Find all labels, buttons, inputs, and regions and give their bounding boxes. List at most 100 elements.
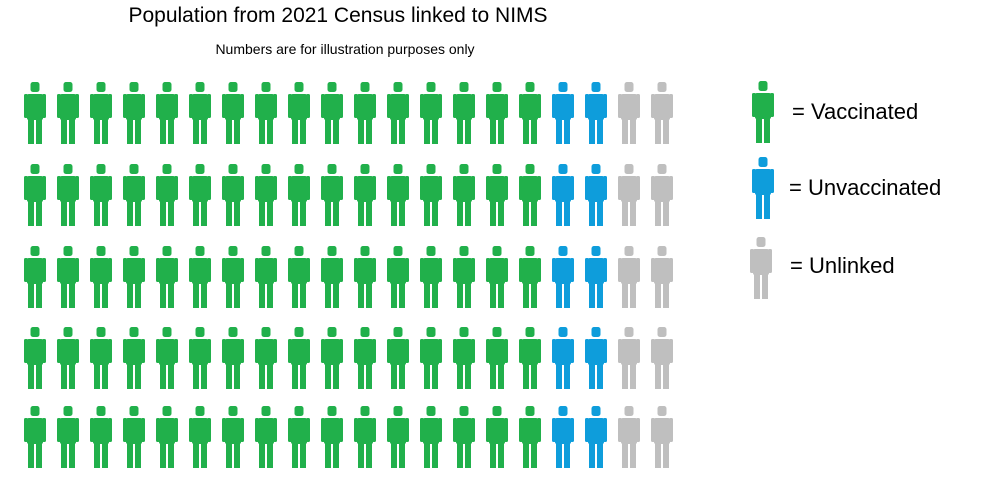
- person-icon-vaccinated: [90, 246, 112, 308]
- person-icon-vaccinated: [90, 406, 112, 468]
- legend-item-unlinked: = Unlinked: [750, 237, 895, 299]
- person-icon-vaccinated: [420, 327, 442, 389]
- person-icon-vaccinated: [321, 327, 343, 389]
- person-icon-vaccinated: [123, 327, 145, 389]
- person-icon-unvaccinated: [552, 327, 574, 389]
- person-icon-unvaccinated: [552, 406, 574, 468]
- person-icon-vaccinated: [156, 82, 178, 144]
- person-icon-vaccinated: [24, 406, 46, 468]
- person-icon-vaccinated: [189, 406, 211, 468]
- chart-subtitle: Numbers are for illustration purposes on…: [215, 41, 475, 57]
- person-icon-vaccinated: [90, 164, 112, 226]
- person-icon-vaccinated: [255, 327, 277, 389]
- person-icon-vaccinated: [354, 246, 376, 308]
- person-icon-unlinked: [618, 327, 640, 389]
- person-icon-vaccinated: [123, 82, 145, 144]
- person-icon-vaccinated: [519, 406, 541, 468]
- person-icon-unvaccinated: [585, 164, 607, 226]
- person-icon-vaccinated: [321, 406, 343, 468]
- person-icon-vaccinated: [57, 164, 79, 226]
- person-icon-vaccinated: [387, 82, 409, 144]
- person-icon-vaccinated: [519, 82, 541, 144]
- person-icon-vaccinated: [24, 82, 46, 144]
- person-icon-vaccinated: [123, 246, 145, 308]
- chart-title: Population from 2021 Census linked to NI…: [128, 4, 548, 27]
- legend: = Vaccinated = Unvaccinated = Unlinked: [750, 81, 941, 299]
- person-icon-vaccinated: [156, 164, 178, 226]
- person-icon-vaccinated: [57, 246, 79, 308]
- person-icon-vaccinated: [255, 164, 277, 226]
- person-icon-vaccinated: [90, 82, 112, 144]
- person-icon-vaccinated: [222, 246, 244, 308]
- person-icon-vaccinated: [156, 327, 178, 389]
- person-icon-vaccinated: [453, 82, 475, 144]
- person-icon-vaccinated: [189, 246, 211, 308]
- person-icon-vaccinated: [24, 164, 46, 226]
- legend-label-unlinked: = Unlinked: [790, 253, 895, 278]
- person-icon-vaccinated: [90, 327, 112, 389]
- person-icon-vaccinated: [519, 246, 541, 308]
- person-icon-unvaccinated: [552, 246, 574, 308]
- person-icon-unlinked: [618, 406, 640, 468]
- person-icon-vaccinated: [288, 164, 310, 226]
- person-icon-vaccinated: [486, 82, 508, 144]
- person-icon-vaccinated: [24, 246, 46, 308]
- icon-grid: [24, 82, 673, 468]
- person-icon-vaccinated: [189, 327, 211, 389]
- person-icon-vaccinated: [387, 164, 409, 226]
- person-icon-unlinked: [651, 406, 673, 468]
- person-icon-unlinked: [618, 164, 640, 226]
- person-icon-vaccinated: [519, 164, 541, 226]
- person-icon-vaccinated: [288, 82, 310, 144]
- person-icon-vaccinated: [453, 164, 475, 226]
- person-icon-vaccinated: [255, 406, 277, 468]
- person-icon-vaccinated: [354, 406, 376, 468]
- person-icon-vaccinated: [486, 406, 508, 468]
- person-icon-vaccinated: [24, 327, 46, 389]
- person-icon-unvaccinated: [585, 406, 607, 468]
- person-icon-vaccinated: [222, 327, 244, 389]
- person-icon-vaccinated: [321, 164, 343, 226]
- legend-label-vaccinated: = Vaccinated: [792, 99, 918, 124]
- person-icon-vaccinated: [255, 82, 277, 144]
- legend-person-icon-unlinked: [750, 237, 772, 299]
- person-icon-vaccinated: [354, 164, 376, 226]
- person-icon-vaccinated: [222, 82, 244, 144]
- person-icon-vaccinated: [453, 327, 475, 389]
- person-icon-unlinked: [651, 246, 673, 308]
- person-icon-unvaccinated: [585, 246, 607, 308]
- person-icon-vaccinated: [255, 246, 277, 308]
- person-icon-vaccinated: [453, 406, 475, 468]
- legend-item-vaccinated: = Vaccinated: [752, 81, 918, 143]
- person-icon-vaccinated: [123, 406, 145, 468]
- person-icon-vaccinated: [486, 164, 508, 226]
- person-icon-vaccinated: [288, 327, 310, 389]
- person-icon-vaccinated: [420, 82, 442, 144]
- person-icon-vaccinated: [354, 327, 376, 389]
- legend-person-icon-vaccinated: [752, 81, 774, 143]
- person-icon-vaccinated: [387, 406, 409, 468]
- person-icon-unlinked: [618, 82, 640, 144]
- person-icon-vaccinated: [156, 406, 178, 468]
- person-icon-vaccinated: [420, 406, 442, 468]
- legend-item-unvaccinated: = Unvaccinated: [752, 157, 941, 219]
- person-icon-vaccinated: [519, 327, 541, 389]
- person-icon-unvaccinated: [552, 164, 574, 226]
- person-icon-vaccinated: [222, 164, 244, 226]
- person-icon-vaccinated: [123, 164, 145, 226]
- person-icon-unlinked: [618, 246, 640, 308]
- person-icon-unvaccinated: [585, 327, 607, 389]
- person-icon-unvaccinated: [585, 82, 607, 144]
- person-icon-vaccinated: [321, 246, 343, 308]
- person-icon-vaccinated: [321, 82, 343, 144]
- person-icon-vaccinated: [189, 164, 211, 226]
- legend-label-unvaccinated: = Unvaccinated: [789, 175, 941, 200]
- person-icon-vaccinated: [57, 327, 79, 389]
- person-icon-vaccinated: [156, 246, 178, 308]
- person-icon-vaccinated: [387, 327, 409, 389]
- person-icon-vaccinated: [420, 164, 442, 226]
- person-icon-unlinked: [651, 164, 673, 226]
- person-icon-unlinked: [651, 82, 673, 144]
- person-icon-vaccinated: [222, 406, 244, 468]
